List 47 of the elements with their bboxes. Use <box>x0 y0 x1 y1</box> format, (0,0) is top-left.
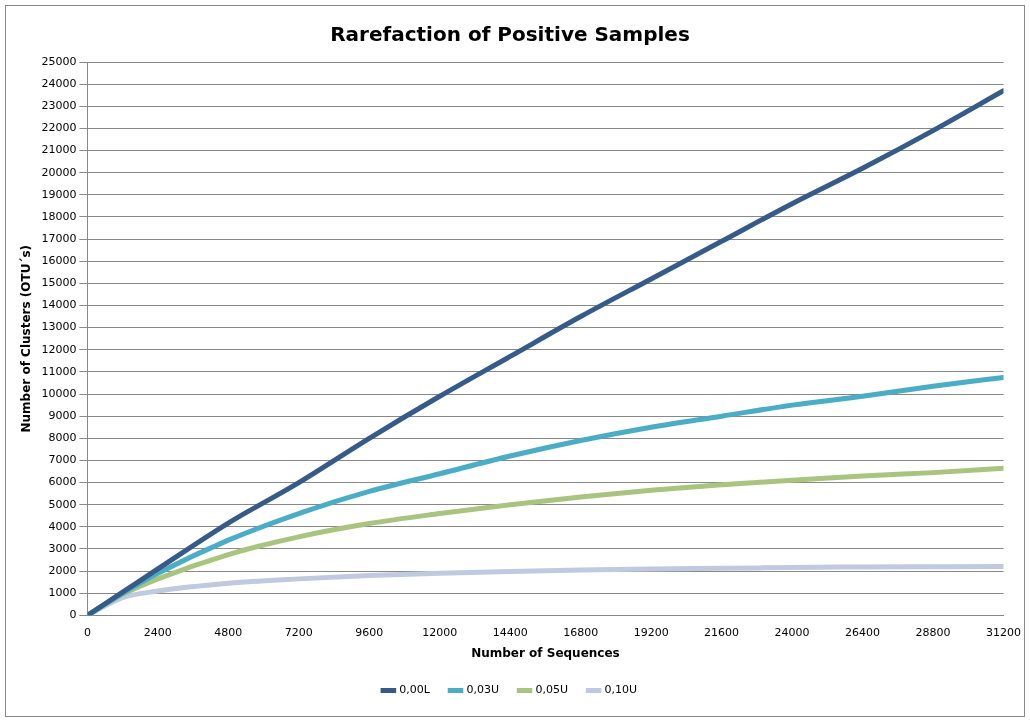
y-tick-label: 1000 <box>48 586 77 600</box>
y-tick-label: 17000 <box>41 231 77 245</box>
y-tick-label: 19000 <box>41 187 77 201</box>
y-tick-label: 12000 <box>41 342 77 356</box>
x-tick-label: 0 <box>83 625 91 639</box>
y-tick-label: 8000 <box>48 431 77 445</box>
y-tick-label: 16000 <box>41 254 77 268</box>
y-tick-label: 11000 <box>41 364 77 378</box>
y-tick-label: 7000 <box>48 453 77 467</box>
x-tick-label: 9600 <box>355 625 384 639</box>
x-tick-label: 2400 <box>143 625 172 639</box>
chart-title: Rarefaction of Positive Samples <box>330 22 690 47</box>
y-tick-label: 0 <box>69 608 77 622</box>
y-tick-label: 13000 <box>41 320 77 334</box>
x-tick-label: 21600 <box>704 625 740 639</box>
y-tick-label: 5000 <box>48 497 77 511</box>
x-tick-label: 7200 <box>284 625 313 639</box>
y-tick-label: 20000 <box>41 165 77 179</box>
x-tick-label: 26400 <box>845 625 881 639</box>
y-tick-label: 25000 <box>41 54 77 68</box>
y-tick-label: 15000 <box>41 276 77 290</box>
y-tick-label: 23000 <box>41 99 77 113</box>
y-axis-title: Number of Clusters (OTU´s) <box>19 244 34 433</box>
x-tick-label: 24000 <box>774 625 810 639</box>
x-tick-label: 4800 <box>214 625 243 639</box>
legend-label: 0,00L <box>399 683 431 697</box>
legend-label: 0,03U <box>466 683 500 697</box>
y-tick-label: 18000 <box>41 209 77 223</box>
y-tick-label: 3000 <box>48 541 77 555</box>
x-tick-label: 16800 <box>563 625 599 639</box>
y-tick-label: 6000 <box>48 475 77 489</box>
x-tick-label: 28800 <box>915 625 951 639</box>
x-tick-label: 12000 <box>422 625 458 639</box>
y-tick-label: 9000 <box>48 409 77 423</box>
y-tick-label: 21000 <box>41 143 77 157</box>
legend-label: 0,05U <box>535 683 569 697</box>
y-tick-label: 14000 <box>41 298 77 312</box>
x-tick-label: 31200 <box>986 625 1021 639</box>
y-tick-label: 24000 <box>41 77 77 90</box>
x-axis-title: Number of Sequences <box>471 645 620 660</box>
y-tick-label: 2000 <box>48 563 77 577</box>
y-tick-label: 22000 <box>41 121 77 135</box>
x-tick-label: 19200 <box>633 625 669 639</box>
y-tick-label: 4000 <box>48 519 77 533</box>
x-tick-label: 14400 <box>492 625 528 639</box>
legend-label: 0,10U <box>604 683 638 697</box>
y-tick-label: 10000 <box>41 386 77 400</box>
